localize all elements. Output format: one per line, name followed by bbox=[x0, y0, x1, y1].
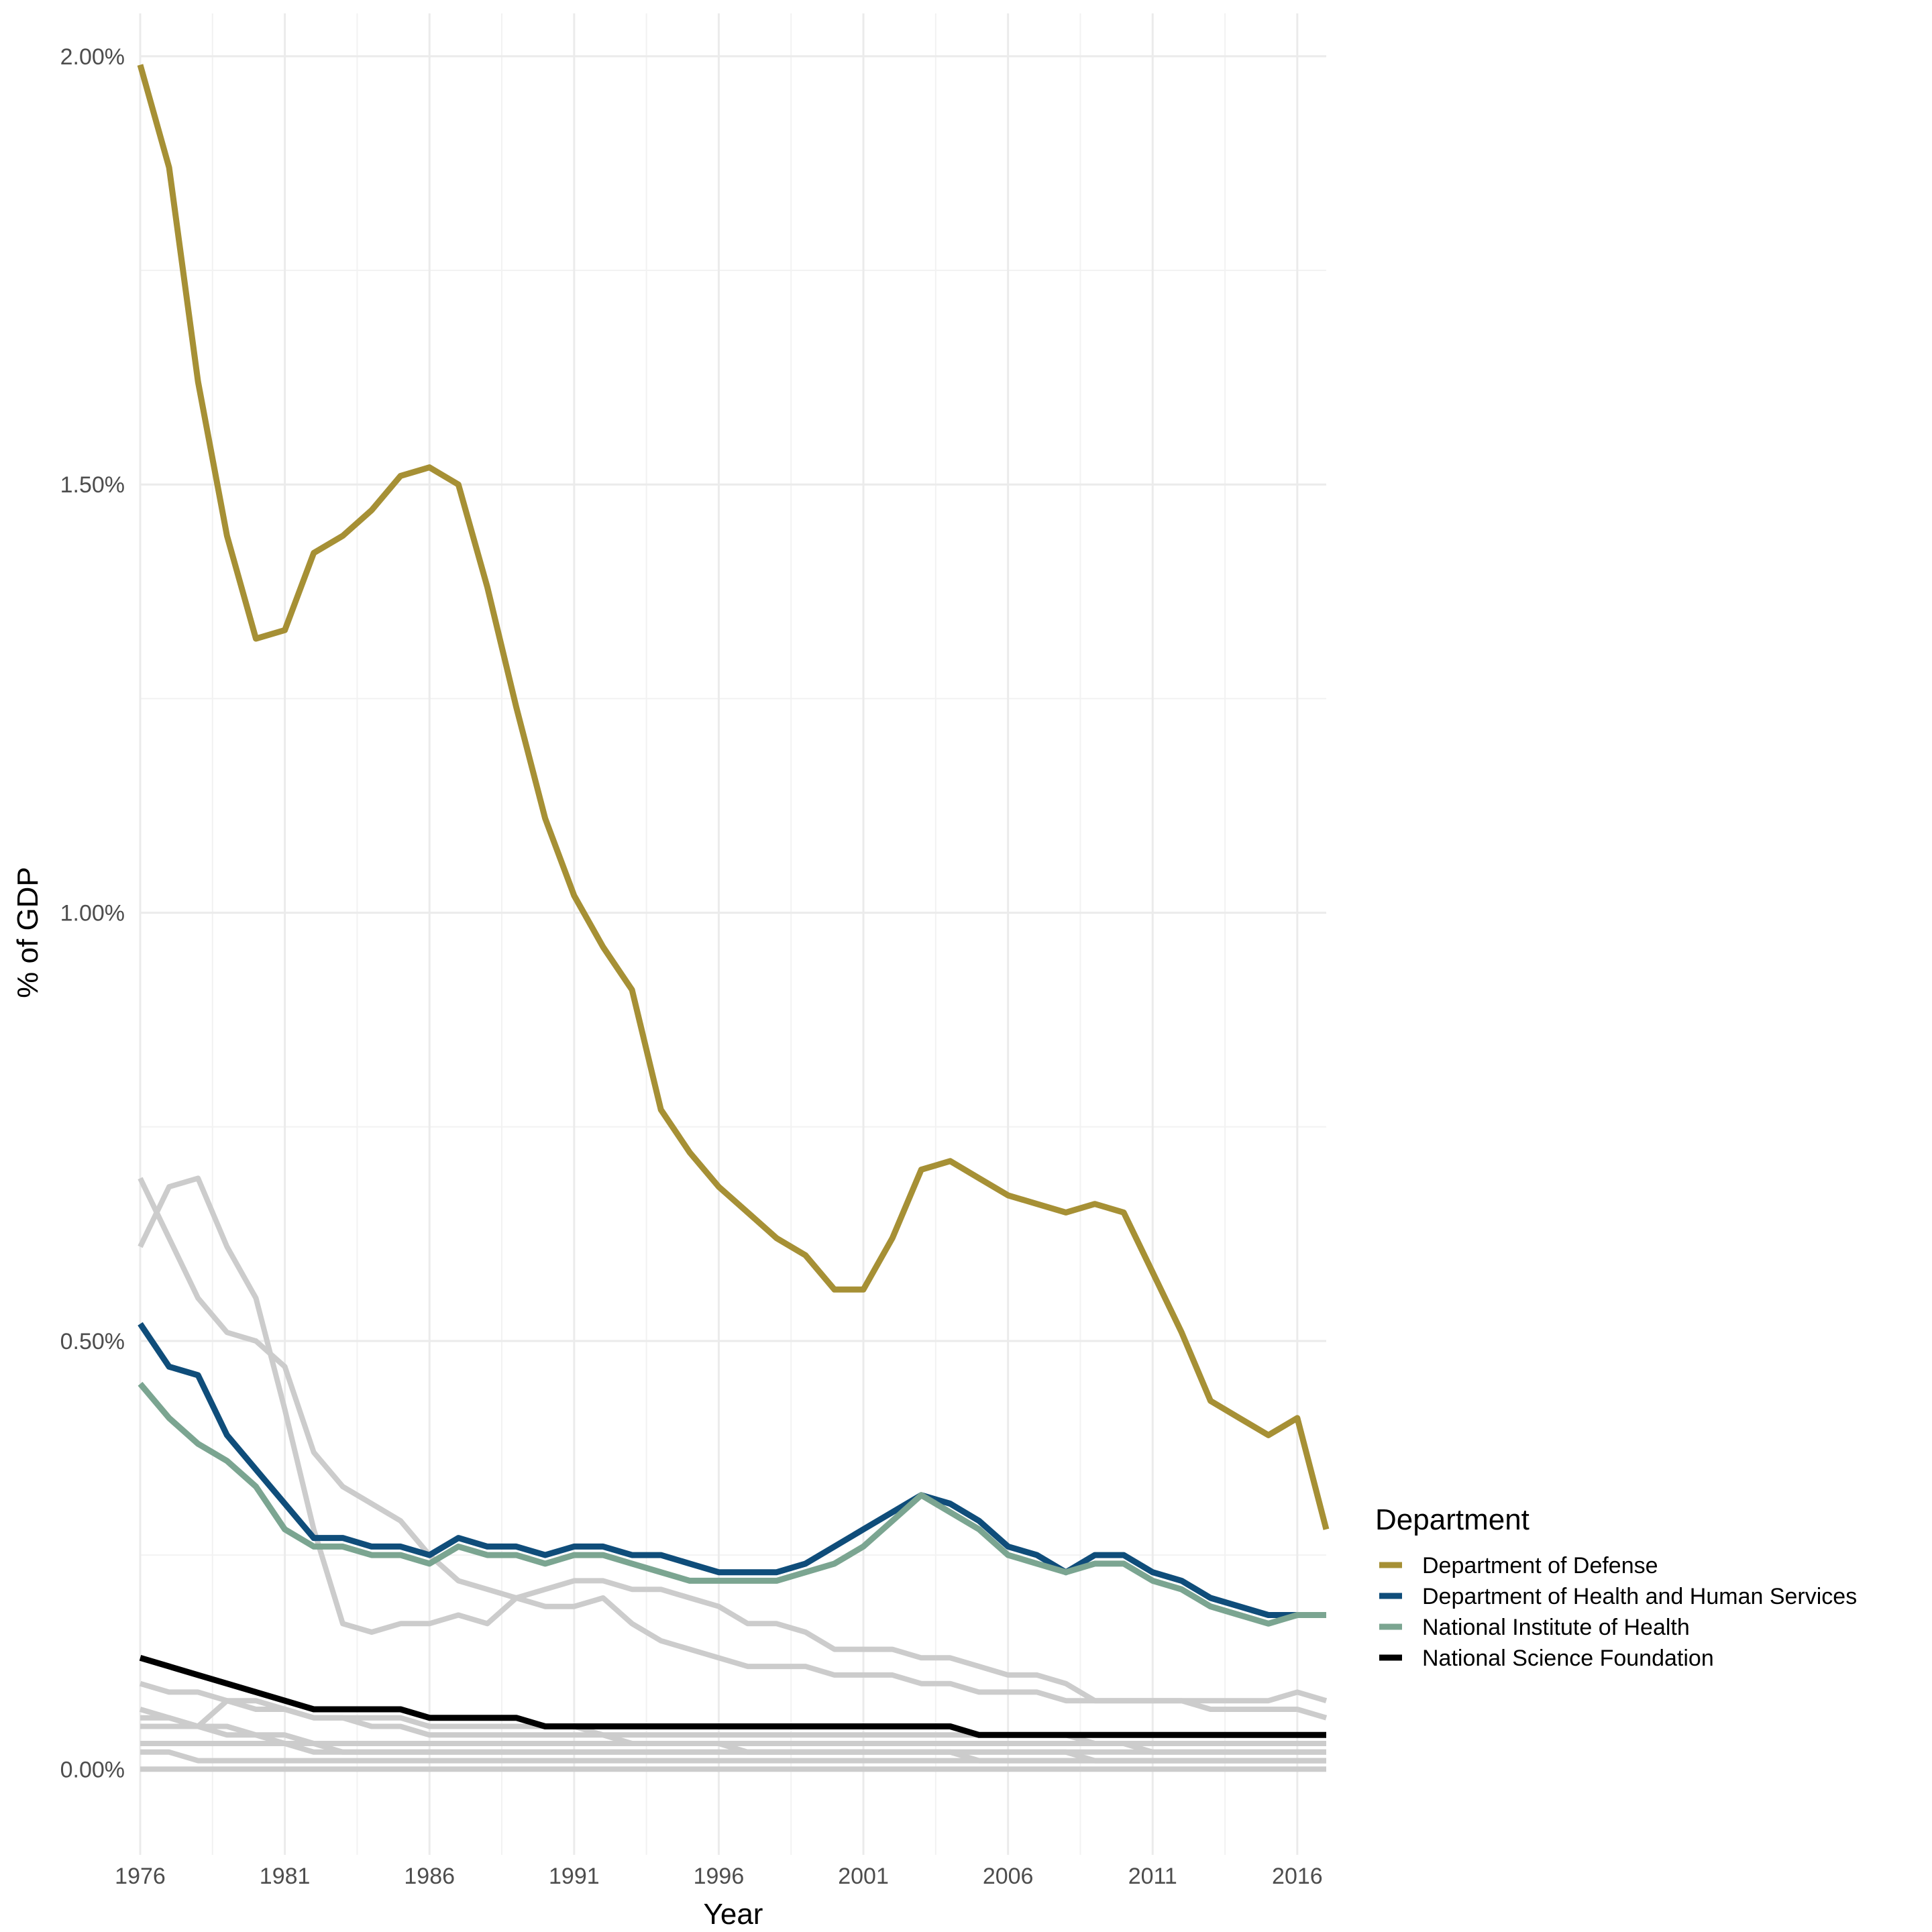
x-tick-label: 2006 bbox=[983, 1864, 1034, 1889]
y-tick-label: 2.00% bbox=[60, 44, 125, 70]
x-tick-label: 1986 bbox=[404, 1864, 455, 1889]
legend-title: Department bbox=[1375, 1503, 1529, 1536]
background-series-line bbox=[140, 1698, 1326, 1755]
legend-label: Department of Health and Human Services bbox=[1422, 1584, 1857, 1609]
y-tick-label: 1.50% bbox=[60, 472, 125, 498]
x-tick-label: 1996 bbox=[694, 1864, 745, 1889]
legend-label: Department of Defense bbox=[1422, 1553, 1658, 1578]
background-series-line bbox=[139, 1707, 1326, 1755]
x-tick-label: 1976 bbox=[115, 1864, 166, 1889]
x-tick-label: 1991 bbox=[549, 1864, 600, 1889]
x-tick-label: 2016 bbox=[1272, 1864, 1323, 1889]
series-line bbox=[138, 1322, 1326, 1618]
legend-label: National Institute of Health bbox=[1422, 1615, 1690, 1640]
y-tick-label: 0.00% bbox=[60, 1757, 125, 1782]
x-tick-label: 2001 bbox=[838, 1864, 889, 1889]
x-tick-label: 2011 bbox=[1128, 1864, 1177, 1889]
background-series-line bbox=[138, 1175, 1328, 1704]
background-series-line bbox=[140, 1749, 1326, 1764]
x-axis-title: Year bbox=[704, 1898, 763, 1931]
legend-label: National Science Foundation bbox=[1422, 1646, 1714, 1671]
y-tick-label: 1.00% bbox=[60, 901, 125, 926]
x-tick-label: 1981 bbox=[260, 1864, 311, 1889]
series-line bbox=[139, 1654, 1326, 1738]
x-axis-tick-labels: 1976 1981 1986 1991 1996 2001 2006 2011 2016 bbox=[115, 1864, 1323, 1889]
y-axis-tick-labels: 0.00% 0.50% 1.00% 1.50% 2.00% bbox=[60, 44, 125, 1782]
background-series bbox=[138, 1175, 1328, 1772]
highlighted-series bbox=[137, 64, 1330, 1738]
series-line bbox=[138, 1381, 1326, 1627]
y-axis-title: % of GDP bbox=[11, 867, 44, 998]
series-line bbox=[137, 64, 1330, 1530]
y-tick-label: 0.50% bbox=[60, 1329, 125, 1354]
legend: Department Department of Defense Departme… bbox=[1375, 1503, 1857, 1671]
grid-minor bbox=[140, 13, 1326, 1855]
